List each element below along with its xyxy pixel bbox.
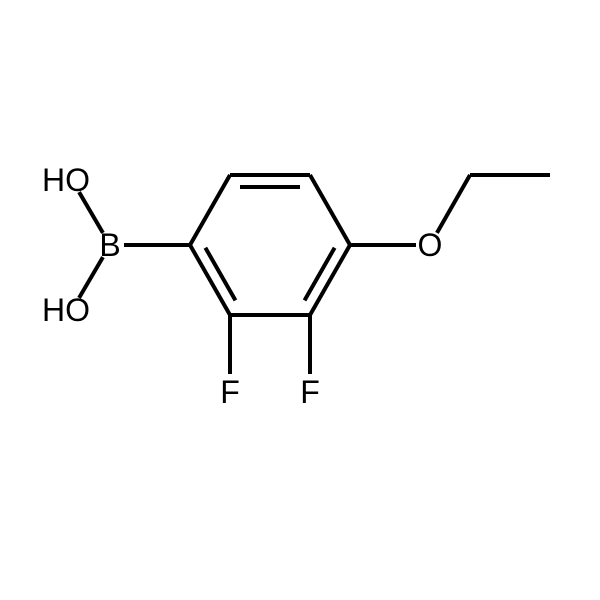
atom-label-o2: HO [42,292,90,328]
molecule-diagram: BHO HO F F O [0,0,600,600]
atom-label-f1: F [220,374,240,410]
bond [305,248,335,301]
atom-label-o1: HO [42,162,90,198]
bond [190,175,230,245]
atom-label-f2: F [300,374,320,410]
bond [205,248,235,301]
atom-label-b: B [99,227,120,263]
bond [437,175,470,233]
atom-label-o3: O [418,227,443,263]
bond [310,175,350,245]
